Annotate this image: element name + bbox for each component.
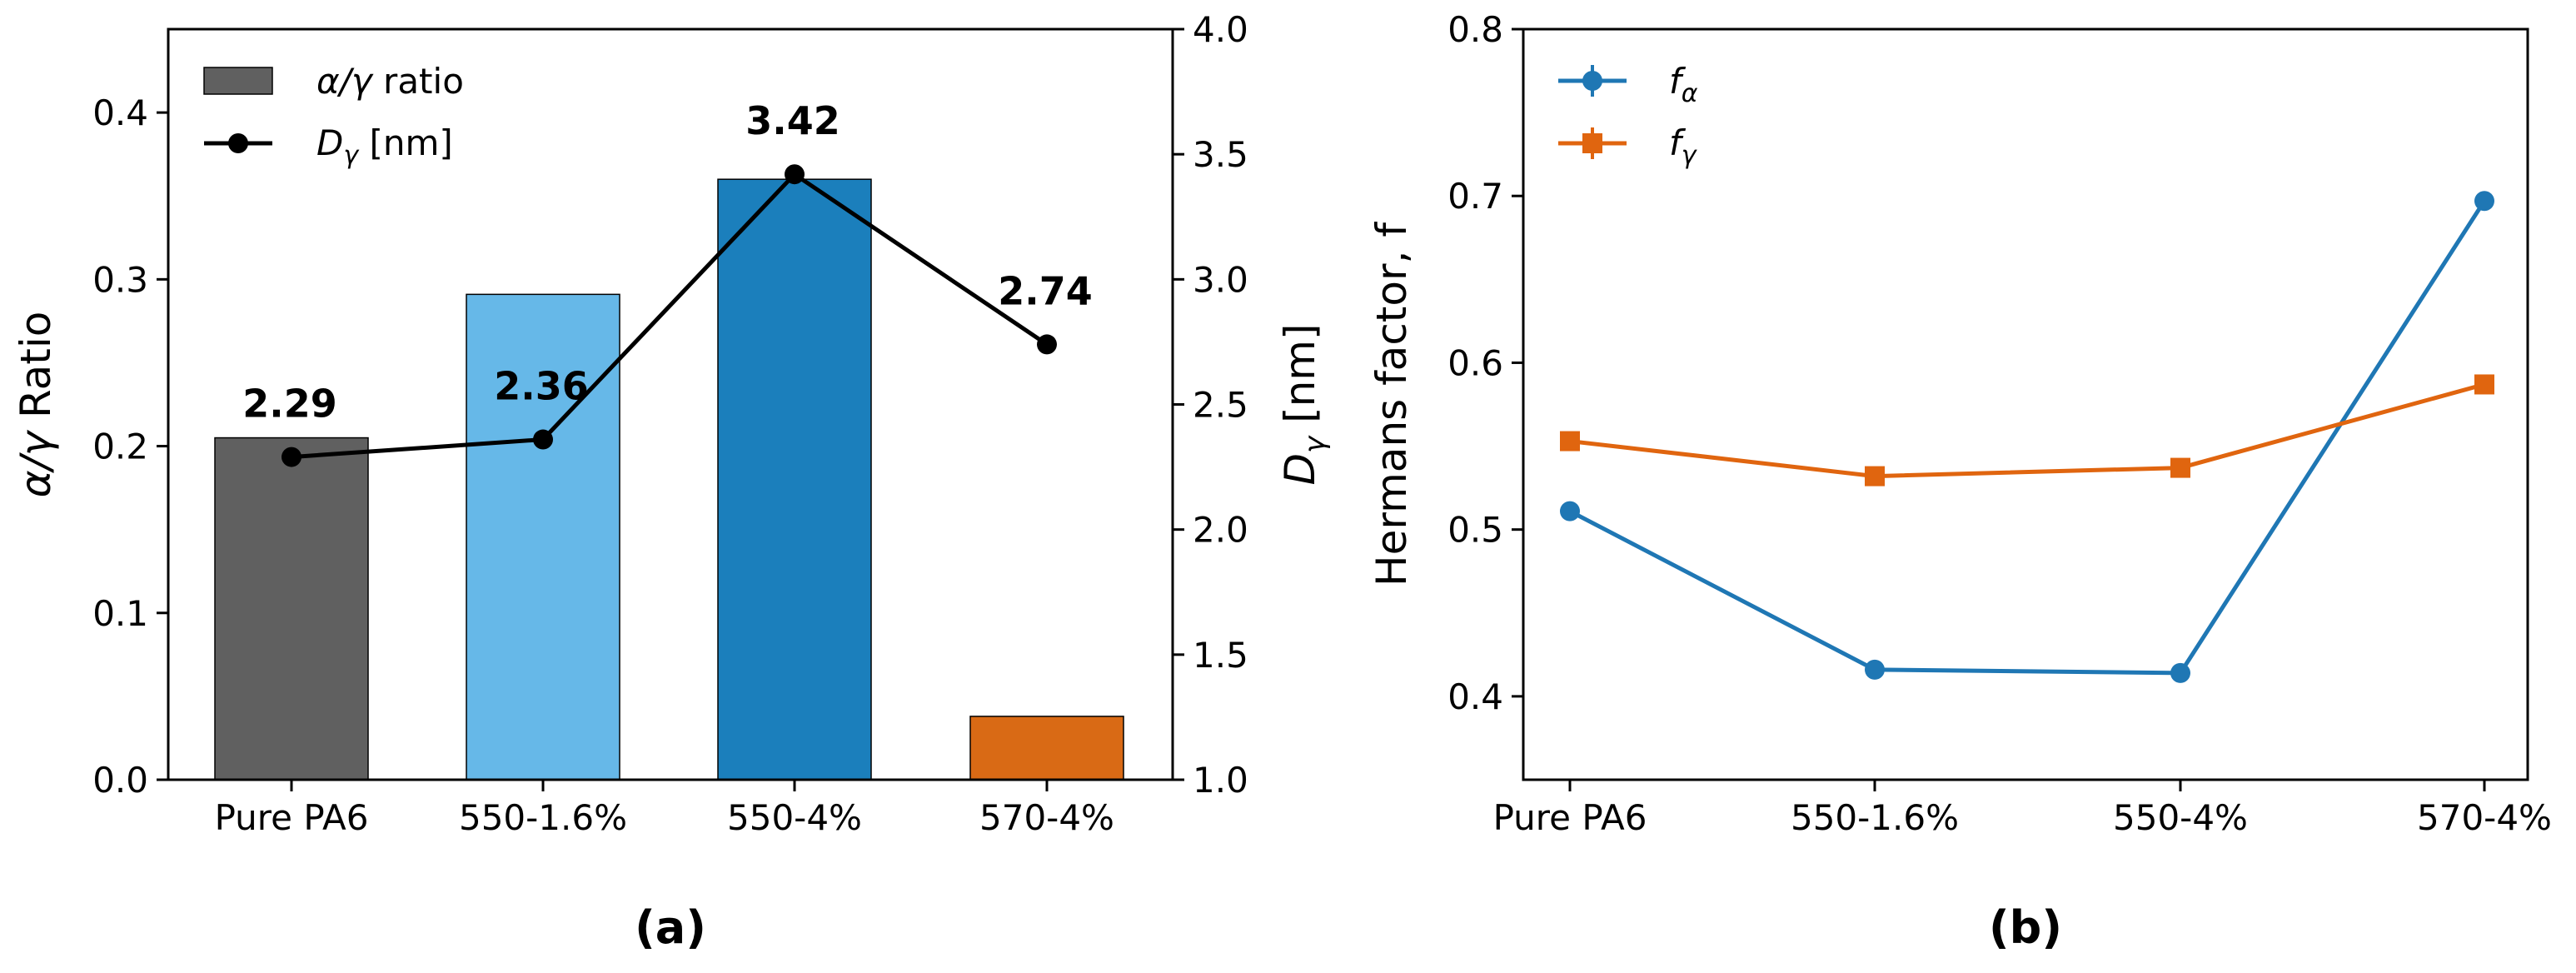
y-tick-label-b: 0.4 [1447,676,1503,717]
right-tick-label: 3.0 [1193,259,1248,300]
x-tick-label: Pure PA6 [215,797,369,838]
y-axis-title-left-italic: α/γ [12,430,60,498]
legend-b: fα fγ [1558,61,1698,170]
y-axis-title-right-main: D [1276,453,1324,486]
right-tick-label: 2.5 [1193,385,1248,426]
f-alpha-point-2 [2170,662,2190,683]
y-tick-label-b: 0.7 [1447,176,1503,217]
y-axis-title-left-rest: Ratio [12,312,60,432]
x-tick-label-b: Pure PA6 [1493,797,1647,838]
legend-label-f-alpha: fα [1669,61,1698,108]
y-axis-title-left: α/γ Ratio [12,312,60,498]
legend-label-dgamma: Dγ [nm] [316,122,453,170]
legend-bar-swatch [203,67,273,95]
f-gamma-point-2 [2170,457,2190,478]
legend-label-ratio: α/γ ratio [316,61,464,102]
y-tick-label-b: 0.8 [1447,9,1503,50]
legend-f-alpha-marker [1582,71,1602,91]
dgamma-data-label: 2.36 [494,364,589,409]
panel-label-b: (b) [1989,901,2062,954]
panel-a-chart: 2.29 2.36 3.42 2.74 0.0 0.1 0.2 0.3 0.4 1.0 1.5 2.0… [12,9,1332,954]
dgamma-data-label: 2.74 [998,268,1093,313]
right-tick-label: 3.5 [1193,134,1248,175]
y-axis-title-b: Hermans factor, f [1368,222,1416,586]
legend-a: α/γ ratio Dγ [nm] [203,61,464,170]
legend-label-f-gamma-sub: γ [1682,141,1698,170]
x-tick-label-b: 550-1.6% [1791,797,1959,838]
legend-f-gamma-marker [1582,133,1602,153]
left-tick-label: 0.3 [92,259,148,300]
right-tick-label: 2.0 [1193,510,1248,551]
series-line-f-gamma [1569,382,2485,479]
y-tick-label-b: 0.6 [1447,342,1503,383]
dgamma-point-2 [785,164,805,185]
f-gamma-point-1 [1865,466,1885,486]
right-tick-label: 1.0 [1193,760,1248,801]
dgamma-line [291,171,1049,460]
panel-b-chart: 0.4 0.5 0.6 0.7 0.8 Pure PA6 550-1.6% 550-4% 570… [1368,9,2552,954]
legend-line-marker [228,133,248,153]
legend-label-dgamma-rest: [nm] [358,122,453,163]
panel-label-a: (a) [635,901,706,954]
y-axis-title-right: Dγ [nm] [1276,324,1332,486]
legend-label-f-gamma: fγ [1669,122,1698,170]
x-tick-label-b: 570-4% [2417,797,2552,838]
y-axis-title-right-rest: [nm] [1276,324,1324,437]
bar-2 [717,178,872,781]
right-tick-label: 1.5 [1193,635,1248,676]
legend-label-ratio-rest: ratio [372,61,464,102]
f-gamma-point-0 [1560,431,1580,452]
x-tick-label: 550-4% [727,797,862,838]
bar-3 [969,716,1124,781]
right-tick-label: 4.0 [1193,9,1248,50]
x-tick-label: 550-1.6% [459,797,627,838]
f-gamma-point-3 [2474,374,2494,395]
dgamma-point-0 [282,447,301,467]
dgamma-data-label: 2.29 [242,382,337,427]
dgamma-point-3 [1037,334,1057,355]
f-alpha-point-3 [2474,191,2494,212]
legend-label-ratio-italic: α/γ [316,61,374,102]
dgamma-data-label: 3.42 [745,98,840,143]
series-line-f-alpha [1568,199,2487,676]
left-tick-label: 0.0 [92,760,148,801]
legend-label-f-alpha-sub: α [1682,79,1698,108]
left-tick-label: 0.2 [92,427,148,467]
f-alpha-point-0 [1560,501,1580,521]
legend-label-dgamma-main: D [316,122,343,163]
f-alpha-point-1 [1865,659,1885,680]
plot-frame-b [1522,27,2529,781]
left-tick-label: 0.4 [92,92,148,133]
legend-label-dgamma-sub: γ [343,141,360,170]
x-tick-label-b: 550-4% [2113,797,2248,838]
x-tick-label: 570-4% [979,797,1114,838]
bar-1 [466,293,620,781]
left-tick-label: 0.1 [92,593,148,634]
y-axis-title-right-sub: γ [1298,435,1332,453]
bar-0 [214,437,369,781]
y-tick-label-b: 0.5 [1447,510,1503,551]
dgamma-point-1 [533,429,553,450]
